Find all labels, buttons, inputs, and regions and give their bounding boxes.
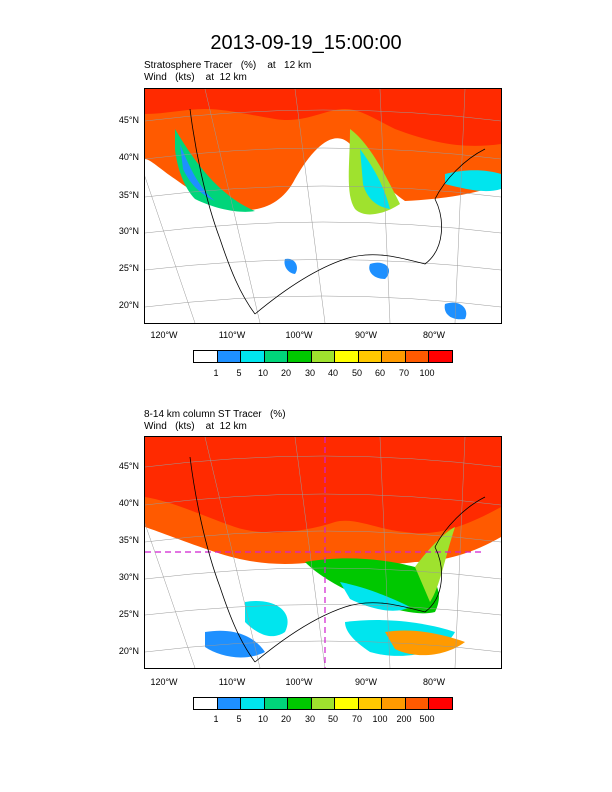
colorbar-1-label: 5 xyxy=(236,368,242,378)
panel1-lon-100: 100°W xyxy=(285,330,313,340)
colorbar-2-label: 500 xyxy=(419,714,435,724)
tracer-field-cyan-atlantic xyxy=(445,170,501,192)
panel2-lat-45: 45°N xyxy=(118,461,139,471)
tracer-field-cyan-east xyxy=(360,149,390,209)
panel1-lon-120: 120°W xyxy=(150,330,178,340)
page-title: 2013-09-19_15:00:00 xyxy=(210,32,402,54)
tracer-field-red xyxy=(145,437,501,534)
colorbar-1-label: 60 xyxy=(374,368,385,378)
colorbar-1-label: 20 xyxy=(280,368,291,378)
colorbar-2-swatch xyxy=(429,698,453,709)
colorbar-1-swatch xyxy=(264,351,289,362)
tracer-blob-2 xyxy=(369,262,390,279)
panel1-lat-40: 40°N xyxy=(118,152,139,162)
colorbar-2-swatch xyxy=(241,698,265,709)
colorbar-1 xyxy=(193,350,453,363)
panel2-lon-110: 110°W xyxy=(218,677,246,687)
graticule xyxy=(145,437,501,668)
tracer-field-red xyxy=(145,89,501,146)
panel1-lon-90: 90°W xyxy=(354,330,378,340)
tracer-field-blue-pacific xyxy=(205,630,265,658)
colorbar-1-swatch xyxy=(311,351,336,362)
colorbar-1-label: 1 xyxy=(213,368,219,378)
tracer-field-cyan-gulf xyxy=(340,582,410,611)
colorbar-2-label: 100 xyxy=(372,714,388,724)
colorbar-2-label: 1 xyxy=(213,714,219,724)
colorbar-1-swatch xyxy=(382,351,406,362)
colorbar-1-swatch xyxy=(194,351,218,362)
coastline-pacific xyxy=(189,108,256,315)
panel2-lat-35: 35°N xyxy=(118,535,139,545)
colorbar-2-swatch xyxy=(405,698,430,709)
colorbar-2-swatch xyxy=(194,698,218,709)
colorbar-1-label: 100 xyxy=(419,368,435,378)
colorbar-1-label: 30 xyxy=(304,368,315,378)
colorbar-2-swatch xyxy=(288,698,312,709)
panel2-lon-100: 100°W xyxy=(285,677,313,687)
panel1-lat-45: 45°N xyxy=(118,115,139,125)
panel2-lat-30: 30°N xyxy=(118,572,139,582)
panel1-lon-80: 80°W xyxy=(422,330,446,340)
colorbar-2-label: 5 xyxy=(236,714,242,724)
colorbar-2 xyxy=(193,697,453,710)
panel2-subtitle-1: 8-14 km column ST Tracer (%) xyxy=(144,409,286,420)
tracer-field-orange-caribbean xyxy=(385,630,465,656)
tracer-field-green-atlantic xyxy=(415,527,455,602)
panel1-lat-30: 30°N xyxy=(118,226,139,236)
panel2-subtitle-2: Wind (kts) at 12 km xyxy=(144,421,247,432)
coastline-gulf-atlantic xyxy=(254,148,486,315)
colorbar-1-swatch xyxy=(358,351,383,362)
colorbar-2-swatch xyxy=(335,698,359,709)
panel1-subtitle-1: Stratosphere Tracer (%) at 12 km xyxy=(144,60,312,71)
colorbar-2-swatch xyxy=(217,698,242,709)
colorbar-1-swatch xyxy=(335,351,359,362)
map-panel-2-plot xyxy=(145,437,501,668)
colorbar-2-swatch xyxy=(382,698,406,709)
panel2-lon-80: 80°W xyxy=(422,677,446,687)
colorbar-1-swatch xyxy=(405,351,430,362)
map-panel-2 xyxy=(144,436,502,669)
colorbar-2-swatch xyxy=(264,698,289,709)
panel2-lon-90: 90°W xyxy=(354,677,378,687)
colorbar-1-swatch xyxy=(429,351,453,362)
tracer-blob-1 xyxy=(284,258,297,274)
panel2-lat-25: 25°N xyxy=(118,609,139,619)
panel2-lat-20: 20°N xyxy=(118,646,139,656)
coastline-pacific xyxy=(189,456,256,663)
colorbar-1-swatch xyxy=(217,351,242,362)
tracer-field-green-west xyxy=(175,129,255,212)
panel2-lat-40: 40°N xyxy=(118,498,139,508)
panel1-lat-25: 25°N xyxy=(118,263,139,273)
panel1-lon-110: 110°W xyxy=(218,330,246,340)
coastline-gulf-atlantic xyxy=(254,496,486,663)
tracer-field-green-gulf xyxy=(305,558,439,614)
panel1-lat-35: 35°N xyxy=(118,190,139,200)
colorbar-2-label: 20 xyxy=(280,714,291,724)
colorbar-1-swatch xyxy=(288,351,312,362)
colorbar-1-label: 10 xyxy=(257,368,268,378)
panel2-lon-120: 120°W xyxy=(150,677,178,687)
panel1-subtitle-2: Wind (kts) at 12 km xyxy=(144,72,247,83)
colorbar-2-label: 30 xyxy=(304,714,315,724)
colorbar-2-label: 50 xyxy=(327,714,338,724)
tracer-field-blue-west xyxy=(180,144,215,201)
map-panel-1 xyxy=(144,88,502,324)
panel1-lat-20: 20°N xyxy=(118,300,139,310)
map-panel-1-plot xyxy=(145,89,501,323)
tracer-field-cyan-mexico xyxy=(245,601,288,637)
colorbar-1-label: 50 xyxy=(351,368,362,378)
colorbar-1-swatch xyxy=(241,351,265,362)
graticule xyxy=(145,89,501,323)
colorbar-2-swatch xyxy=(311,698,336,709)
colorbar-2-label: 200 xyxy=(396,714,412,724)
colorbar-1-label: 40 xyxy=(327,368,338,378)
colorbar-2-label: 70 xyxy=(351,714,362,724)
colorbar-1-label: 70 xyxy=(398,368,409,378)
colorbar-2-label: 10 xyxy=(257,714,268,724)
colorbar-2-swatch xyxy=(358,698,383,709)
